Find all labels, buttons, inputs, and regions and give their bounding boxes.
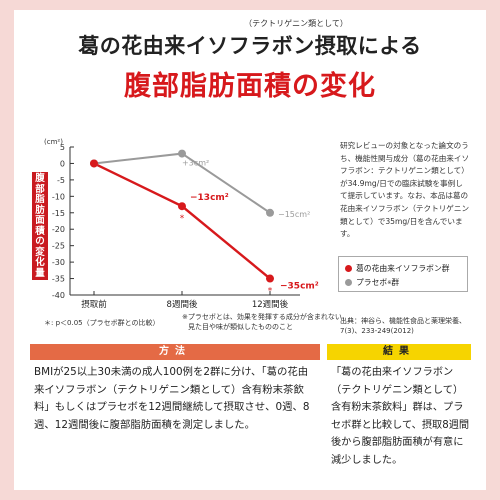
legend-label-placebo: プラセボ <box>356 278 388 287</box>
y-axis-title: 腹部脂肪面積の変化量 <box>32 172 48 280</box>
data-label: −15cm² <box>278 210 310 219</box>
y-tick-label: -15 <box>52 209 65 218</box>
y-tick-label: -20 <box>52 225 65 234</box>
y-tick-label: 5 <box>60 143 65 152</box>
significance-marker: * <box>268 287 273 297</box>
data-label: −13cm² <box>190 193 229 203</box>
data-point <box>178 202 186 211</box>
placebo-note-2: 見た目や味が類似したもののこと <box>188 323 293 331</box>
x-tick-label: 12週間後 <box>252 299 289 310</box>
y-tick-label: -5 <box>57 176 65 185</box>
significance-marker: * <box>180 214 185 224</box>
chart-legend: 葛の花由来イソフラボン群 プラセボ ※ 群 <box>338 256 468 292</box>
method-text: BMIが25以上30未満の成人100例を2群に分け、「葛の花由来イソフラボン（テ… <box>34 366 310 431</box>
source-line-2: 7(3)、233-249(2012) <box>340 327 414 335</box>
method-heading: 方法 <box>30 344 320 360</box>
result-heading: 結果 <box>327 344 471 360</box>
red-dot-icon <box>345 265 352 272</box>
y-tick-label: -30 <box>52 258 65 267</box>
title-ruby: （テクトリゲニン類として） <box>244 19 348 28</box>
y-tick-label: -40 <box>52 291 65 300</box>
source-citation: 出典：神谷ら、機能性食品と薬理栄養、 7(3)、233-249(2012) <box>340 316 472 336</box>
info-card <box>14 10 486 490</box>
page-title: 葛の花由来イソフラボン摂取による <box>78 34 422 58</box>
data-label: −35cm² <box>280 282 319 292</box>
x-tick-label: 摂取前 <box>81 299 107 310</box>
page-subtitle: 腹部脂肪面積の変化 <box>124 71 376 102</box>
source-line-1: 出典：神谷ら、機能性食品と薬理栄養、 <box>340 317 466 325</box>
y-tick-label: -35 <box>52 275 65 284</box>
y-tick-label: 0 <box>60 159 65 168</box>
y-tick-label: -25 <box>52 242 65 251</box>
study-description: 研究レビューの対象となった論文のうち、機能性関与成分（葛の花由来イソフラボン：テ… <box>340 141 470 239</box>
data-point <box>266 208 274 217</box>
significance-note: ＊: p＜0.05（プラセボ群との比較） <box>44 319 160 327</box>
legend-label-isoflavone: 葛の花由来イソフラボン群 <box>356 264 450 273</box>
gray-dot-icon <box>345 279 352 286</box>
data-label: +3cm² <box>182 159 209 168</box>
placebo-note-1: ※プラセボとは、効果を発揮する成分が含まれない、 <box>182 313 349 321</box>
data-point <box>266 274 274 283</box>
legend-item-placebo: プラセボ ※ 群 <box>345 277 399 288</box>
legend-item-isoflavone: 葛の花由来イソフラボン群 <box>345 263 450 274</box>
data-point <box>90 159 98 168</box>
legend-label-placebo-suffix: 群 <box>391 278 400 287</box>
y-tick-label: -10 <box>52 192 65 201</box>
x-tick-label: 8週間後 <box>167 299 198 310</box>
data-point <box>178 149 186 158</box>
result-text: 「葛の花由来イソフラボン（テクトリゲニン類として）含有粉末茶飲料」群は、プラセボ… <box>331 367 470 466</box>
y-unit-label: (cm²) <box>44 138 63 146</box>
